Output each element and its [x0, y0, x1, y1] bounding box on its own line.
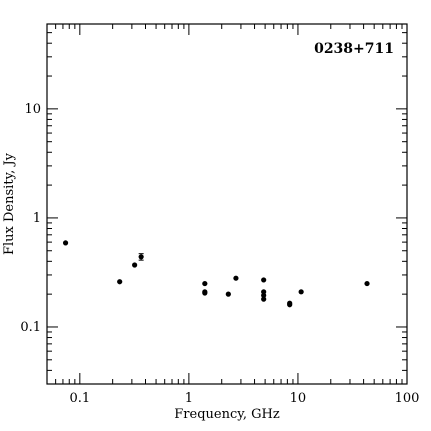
x-tick-label: 10 — [290, 391, 307, 406]
plot-frame — [46, 23, 408, 385]
axis-ticks — [46, 23, 408, 385]
x-tick-label: 100 — [395, 391, 420, 406]
data-point — [233, 275, 239, 281]
chart-title: 0238+711 — [314, 41, 394, 57]
x-tick-label: 0.1 — [69, 391, 90, 406]
y-tick-label: 0.1 — [20, 320, 41, 335]
data-point — [132, 262, 138, 268]
y-tick-label: 1 — [33, 211, 41, 226]
y-tick-label: 10 — [24, 102, 41, 117]
data-point — [364, 280, 370, 287]
data-point — [138, 254, 144, 260]
y-axis-label: Flux Density, Jy — [2, 152, 17, 255]
data-point — [225, 291, 231, 297]
tick-labels: 0.1 1 10 100 0.1 1 10 — [20, 102, 419, 406]
data-point — [261, 277, 267, 283]
data-point — [298, 289, 304, 295]
data-point — [202, 290, 208, 296]
data-points — [62, 240, 370, 308]
data-point — [287, 302, 293, 308]
data-point — [62, 240, 69, 246]
x-axis-label: Frequency, GHz — [174, 407, 280, 422]
data-point — [261, 296, 267, 302]
data-point — [202, 280, 208, 287]
x-tick-label: 1 — [185, 391, 193, 406]
data-point — [261, 292, 267, 298]
data-point — [117, 279, 123, 285]
